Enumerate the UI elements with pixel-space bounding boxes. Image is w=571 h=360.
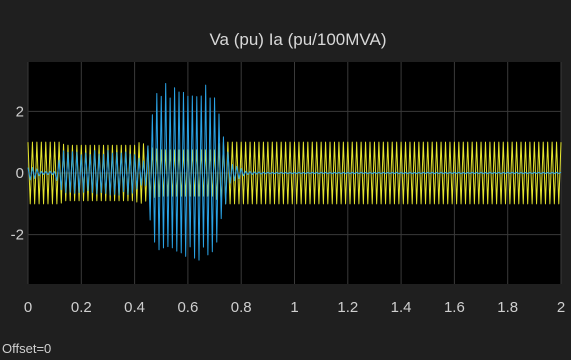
series-layer xyxy=(27,83,562,261)
x-tick-label: 1.4 xyxy=(391,299,412,316)
x-tick-label: 1 xyxy=(290,299,298,316)
y-tick-label: 2 xyxy=(16,103,24,120)
series-va-line xyxy=(27,141,562,205)
x-tick-label: 2 xyxy=(557,299,565,316)
x-tick-label: 0.6 xyxy=(177,299,198,316)
y-tick-label: 0 xyxy=(16,165,24,182)
offset-label: Offset=0 xyxy=(2,341,51,356)
x-tick-label: 1.2 xyxy=(337,299,358,316)
chart-title: Va (pu) Ia (pu/100MVA) xyxy=(209,30,386,49)
x-tick-label: 0.4 xyxy=(124,299,145,316)
series-ia-line xyxy=(27,83,562,261)
grid-lines xyxy=(27,62,562,284)
x-tick-labels: 0 0.2 0.4 0.6 0.8 1 1.2 1.4 1.6 1.8 2 xyxy=(24,299,565,316)
x-tick-label: 0 xyxy=(24,299,32,316)
y-tick-label: -2 xyxy=(11,227,24,244)
x-tick-label: 0.8 xyxy=(231,299,252,316)
x-tick-label: 1.8 xyxy=(497,299,518,316)
x-tick-label: 0.2 xyxy=(71,299,92,316)
x-tick-label: 1.6 xyxy=(444,299,465,316)
y-tick-labels: -2 0 2 xyxy=(11,103,24,243)
